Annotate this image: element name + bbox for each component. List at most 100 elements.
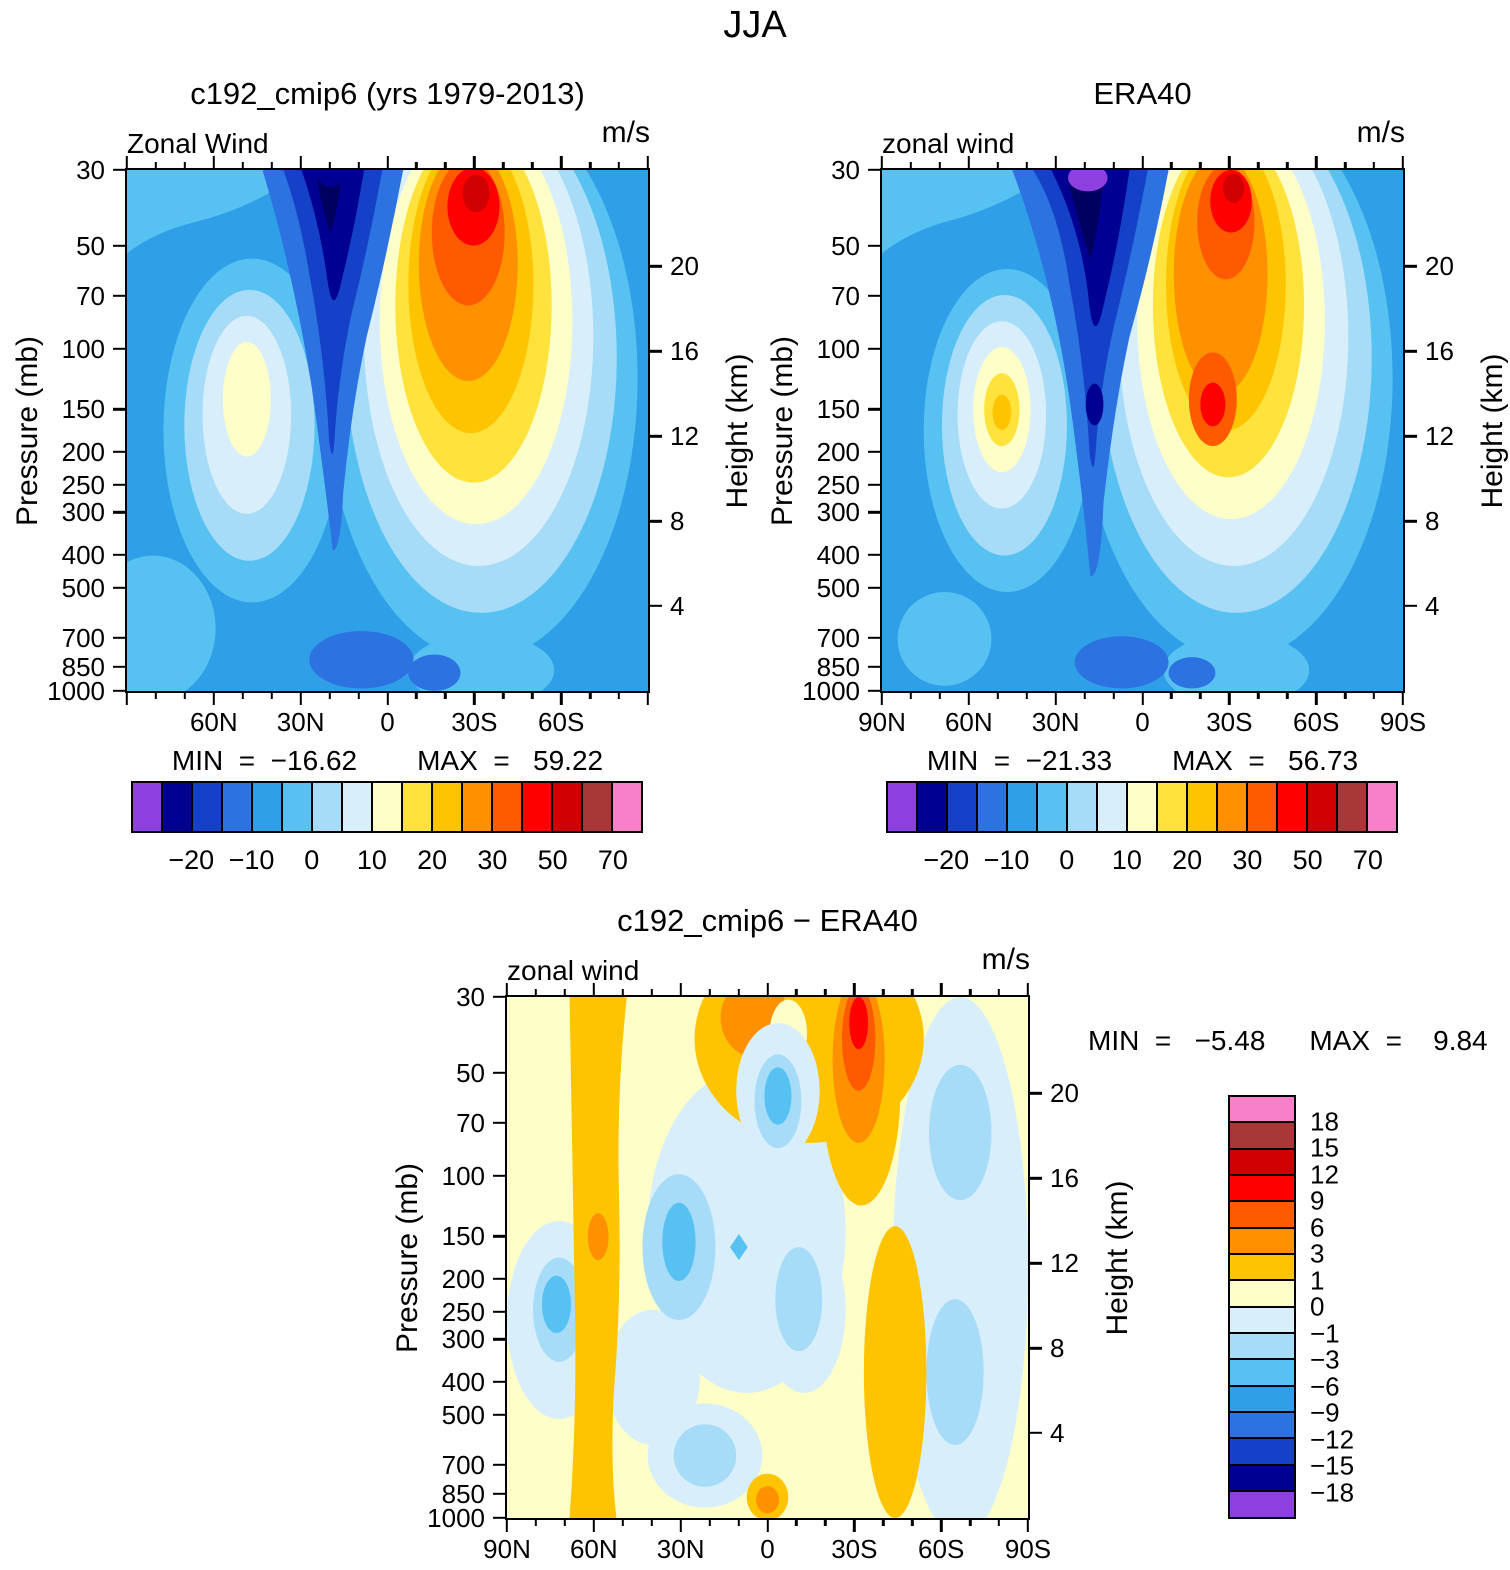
colorbar-box bbox=[975, 781, 1009, 833]
latitude-tick bbox=[967, 691, 971, 705]
contour-field-era40 bbox=[882, 170, 1403, 691]
height-tick-label: 16 bbox=[1425, 336, 1454, 367]
latitude-minor-tick bbox=[824, 989, 827, 997]
pressure-tick-label: 30 bbox=[76, 155, 105, 185]
height-axis-title: Height (km) bbox=[1476, 352, 1509, 509]
latitude-minor-tick bbox=[588, 691, 592, 699]
latitude-tick bbox=[212, 156, 216, 170]
latitude-minor-tick bbox=[588, 162, 592, 170]
colorbar-tick-label: 3 bbox=[1310, 1238, 1325, 1269]
height-tick-label: 8 bbox=[1425, 506, 1440, 537]
pressure-tick bbox=[868, 294, 882, 298]
latitude-tick bbox=[679, 983, 682, 997]
pressure-tick-label: 850 bbox=[816, 651, 860, 682]
min-value: MIN = −21.33 bbox=[926, 745, 1113, 776]
latitude-minor-tick bbox=[795, 1518, 798, 1526]
pressure-tick-label: 200 bbox=[441, 1263, 485, 1294]
units-label: m/s bbox=[981, 943, 1030, 976]
latitude-minor-tick bbox=[415, 691, 418, 699]
latitude-tick-label: 60N bbox=[189, 707, 238, 737]
latitude-minor-tick bbox=[997, 989, 1001, 997]
colorbar-box bbox=[190, 781, 224, 833]
colorbar-tick-label: 10 bbox=[1111, 845, 1142, 875]
latitude-minor-tick bbox=[183, 162, 187, 170]
pressure-tick-label: 500 bbox=[441, 1400, 485, 1430]
colorbar-tick-label: 1 bbox=[1310, 1265, 1325, 1295]
pressure-tick bbox=[868, 665, 882, 669]
height-tick bbox=[1403, 519, 1417, 523]
pressure-tick bbox=[493, 1337, 507, 1341]
pressure-tick bbox=[493, 1121, 507, 1125]
pressure-tick bbox=[868, 407, 882, 411]
colorbar-tick-label: 10 bbox=[356, 845, 387, 875]
colorbar-tick-label: 20 bbox=[417, 845, 448, 875]
latitude-tick bbox=[299, 691, 302, 705]
latitude-minor-tick bbox=[241, 162, 244, 170]
max-value: MAX = 9.84 bbox=[1309, 1025, 1488, 1056]
latitude-minor-tick bbox=[1372, 162, 1376, 170]
pressure-tick bbox=[493, 1174, 507, 1178]
height-tick bbox=[1403, 604, 1417, 608]
latitude-minor-tick bbox=[996, 162, 999, 170]
latitude-minor-tick bbox=[1083, 162, 1086, 170]
latitude-tick-label: 60N bbox=[569, 1534, 618, 1564]
colorbar-box bbox=[520, 781, 554, 833]
latitude-tick bbox=[1401, 156, 1405, 170]
latitude-minor-tick bbox=[563, 989, 567, 997]
height-tick-label: 12 bbox=[1425, 421, 1454, 452]
colorbar-box bbox=[490, 781, 524, 833]
pressure-tick-label: 850 bbox=[61, 651, 105, 682]
latitude-tick bbox=[766, 983, 769, 997]
pressure-tick-label: 400 bbox=[61, 539, 105, 570]
colorbar-tick-label: −15 bbox=[1310, 1450, 1355, 1481]
latitude-minor-tick bbox=[502, 691, 505, 699]
pressure-tick-label: 70 bbox=[456, 1107, 485, 1138]
height-tick-label: 12 bbox=[670, 421, 699, 452]
latitude-minor-tick bbox=[1025, 691, 1028, 699]
pressure-tick bbox=[493, 995, 507, 999]
latitude-minor-tick bbox=[617, 691, 621, 699]
latitude-tick-label: 30S bbox=[831, 1534, 878, 1564]
colorbar-box bbox=[1228, 1358, 1296, 1388]
pressure-tick bbox=[868, 510, 882, 514]
colorbar-box bbox=[550, 781, 584, 833]
latitude-tick bbox=[473, 691, 476, 705]
latitude-tick bbox=[646, 691, 650, 705]
colorbar-box bbox=[1228, 1384, 1296, 1414]
height-axis-title: Height (km) bbox=[1101, 1179, 1134, 1336]
pressure-tick-label: 1000 bbox=[47, 676, 105, 706]
pressure-tick bbox=[113, 689, 127, 693]
colorbar-box bbox=[370, 781, 404, 833]
max-value: MAX = 56.73 bbox=[1172, 745, 1359, 776]
latitude-tick-label: 90N bbox=[483, 1534, 531, 1564]
colorbar-box bbox=[1185, 781, 1219, 833]
latitude-tick bbox=[853, 1518, 856, 1532]
colorbar-box bbox=[1228, 1121, 1296, 1151]
latitude-minor-tick bbox=[708, 989, 711, 997]
pressure-tick-label: 300 bbox=[61, 497, 105, 528]
colorbar-box bbox=[1275, 781, 1309, 833]
latitude-minor-tick bbox=[154, 162, 158, 170]
colorbar-tick-label: 0 bbox=[1059, 845, 1075, 875]
colorbar-tick-label: −18 bbox=[1310, 1477, 1355, 1507]
latitude-minor-tick bbox=[968, 1518, 972, 1526]
panel-title: ERA40 bbox=[1093, 76, 1192, 111]
pressure-tick bbox=[493, 1071, 507, 1075]
colorbar-box bbox=[1228, 1411, 1296, 1440]
colorbar-era40: −20 −10 0 10 20 30 50 70 bbox=[886, 781, 1399, 875]
panel-era40: ERA40 zonal wind m/s Pressure (mb) Heigh… bbox=[766, 76, 1509, 875]
latitude-tick-label: 30S bbox=[1206, 707, 1253, 737]
latitude-tick bbox=[1314, 156, 1318, 170]
pressure-tick-label: 500 bbox=[61, 573, 105, 603]
colorbar-box bbox=[1228, 1437, 1296, 1467]
pressure-tick bbox=[113, 407, 127, 411]
latitude-minor-tick bbox=[708, 1518, 711, 1526]
colorbar-tick-label: 18 bbox=[1310, 1106, 1339, 1136]
latitude-tick bbox=[967, 156, 971, 170]
pressure-tick-label: 200 bbox=[61, 436, 105, 467]
latitude-tick bbox=[505, 1518, 509, 1532]
latitude-tick-label: 0 bbox=[1135, 707, 1150, 737]
height-tick-label: 8 bbox=[670, 506, 685, 537]
latitude-tick bbox=[592, 1518, 596, 1532]
